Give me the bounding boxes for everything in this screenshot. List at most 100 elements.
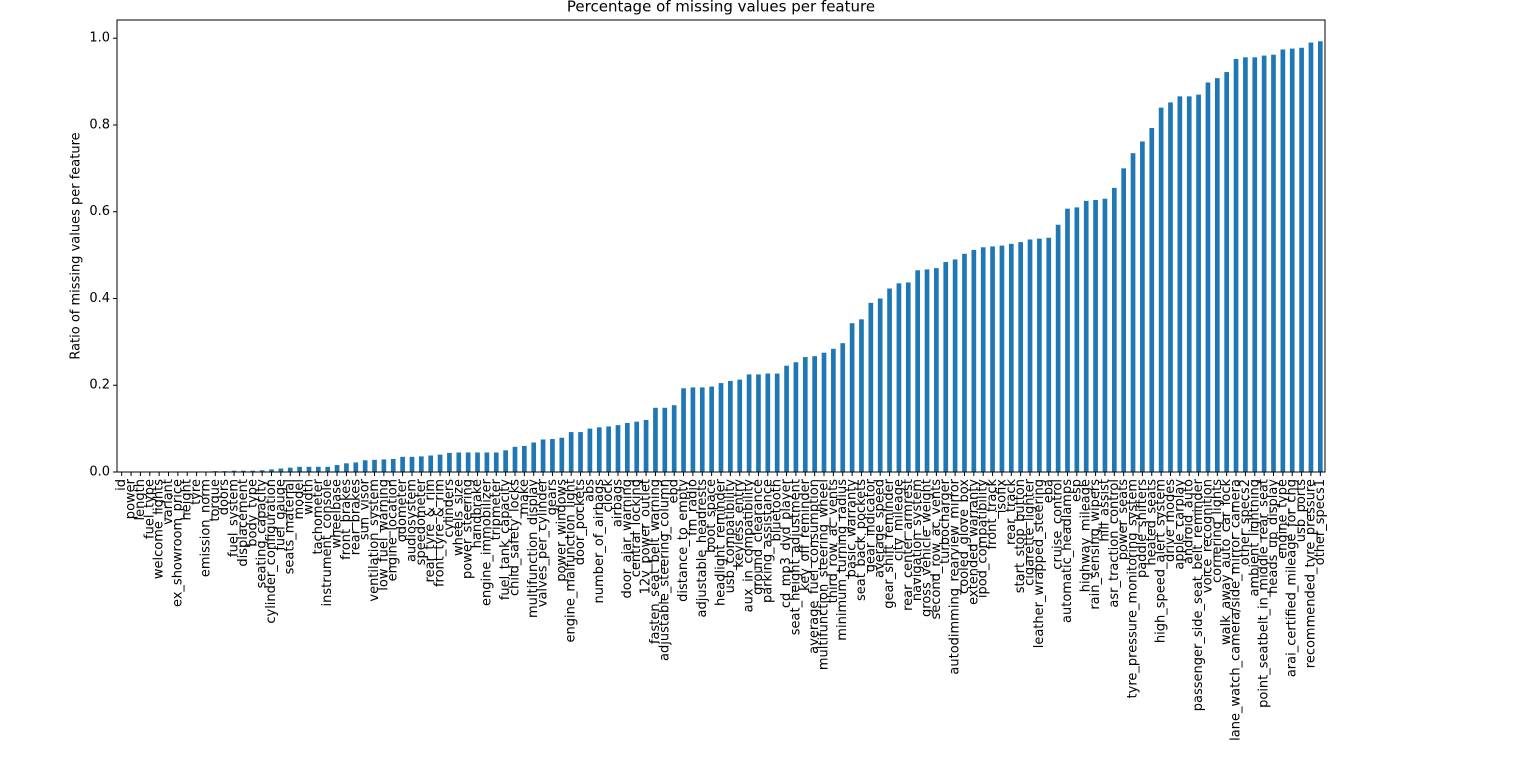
x-tick-label: navigation_system <box>910 479 925 601</box>
x-tick-label: body_type <box>245 479 260 547</box>
y-tick-label: 0.8 <box>89 117 110 132</box>
x-tick-label: gear_shift_reminder <box>882 478 897 608</box>
bar <box>887 288 892 472</box>
x-tick-label: heated_seats <box>1144 479 1159 566</box>
x-tick-label: autodimming_rearview_mirror <box>948 478 963 674</box>
y-axis-label: Ratio of missing values per feature <box>69 132 84 359</box>
x-tick-label: gear_indicator <box>863 478 878 572</box>
bar <box>306 466 312 472</box>
bar <box>877 298 883 472</box>
x-tick-label: handbrake <box>470 479 485 548</box>
y-tick-label: 0.0 <box>89 465 110 480</box>
x-tick-label: ventilation_system <box>367 479 382 602</box>
bar <box>475 452 480 472</box>
bar <box>625 422 630 472</box>
bar <box>540 439 546 472</box>
x-tick-label: parking_assistance <box>760 479 775 603</box>
chart-title: Percentage of missing values per feature <box>567 0 875 16</box>
bar <box>943 262 949 472</box>
x-tick-label: passenger_side_seat_belt_reminder <box>1191 478 1206 711</box>
bar <box>1037 238 1042 472</box>
bar <box>334 465 340 472</box>
x-tick-label: speedometer <box>414 478 429 565</box>
bar <box>1299 47 1304 473</box>
x-tick-label: engine_location <box>386 479 401 581</box>
bar <box>765 373 771 472</box>
x-tick-label: lane_watch_camera/side_mirror_camera <box>1229 479 1244 741</box>
x-tick-label: fm_radio <box>685 479 700 536</box>
bar <box>1280 49 1286 472</box>
x-tick-label: rear_track <box>1004 479 1019 545</box>
bar <box>1046 237 1052 472</box>
x-tick-label: tachometer <box>311 478 326 554</box>
x-tick-label: fuel_system <box>227 479 242 557</box>
bar <box>728 380 733 472</box>
x-tick-label: heads_up_display <box>1266 479 1281 594</box>
x-tick-label: key_off_reminder <box>798 478 813 590</box>
x-tick-label: voice_recognition <box>1200 479 1215 593</box>
x-tick-label: engine_malfunction_light <box>564 479 579 643</box>
bar <box>681 388 686 472</box>
bar <box>1102 198 1108 473</box>
x-tick-label: seat_height_adjustment <box>788 479 803 635</box>
x-tick-label: number_of_airbags <box>592 479 607 604</box>
x-tick-label: cruise_control <box>1051 479 1066 570</box>
x-tick-label: adjustable_headrests <box>695 479 710 618</box>
bar <box>231 470 237 472</box>
x-tick-label: multifunction_display <box>526 479 541 618</box>
bar <box>812 356 817 472</box>
x-tick-label: usb_compatibility <box>723 479 738 594</box>
x-tick-label: width <box>301 479 316 515</box>
x-tick-label: asr_traction_control <box>1107 479 1122 608</box>
bar <box>428 455 434 472</box>
bar <box>1224 72 1230 472</box>
bar <box>1177 96 1183 472</box>
x-tick-label: audiosystem <box>404 479 419 562</box>
x-tick-label: ex_showroom_price <box>170 479 185 607</box>
x-tick-label: doors <box>217 479 232 516</box>
bar <box>503 450 508 472</box>
bar <box>241 470 246 472</box>
x-tick-label: door_ajar_warning <box>620 479 635 598</box>
x-tick-label: isofix <box>994 479 1009 514</box>
bar <box>531 442 537 472</box>
x-tick-label: variant <box>161 479 176 525</box>
bar <box>802 357 808 472</box>
x-tick-label: walk_away_auto_car_lock <box>1219 479 1234 645</box>
x-tick-label: seat_back_pockets <box>854 479 869 601</box>
bar <box>849 323 855 472</box>
bar <box>774 373 780 472</box>
bar <box>512 446 518 472</box>
x-tick-label: ipod_compatibility <box>976 479 991 598</box>
bar <box>550 439 555 472</box>
bar <box>859 319 864 472</box>
bar <box>1158 107 1164 472</box>
x-tick-label: 12v_power_outlet <box>639 479 654 594</box>
bar <box>952 259 958 472</box>
bar <box>990 246 995 472</box>
bar <box>1065 208 1070 472</box>
x-tick-label: cd_mp3_dvd_player <box>779 478 794 608</box>
bar <box>840 343 846 472</box>
x-tick-label: rear_brakes <box>348 479 363 555</box>
bar <box>615 425 621 472</box>
x-tick-label: odometer <box>395 478 410 542</box>
bar <box>821 352 827 472</box>
bar <box>297 466 302 472</box>
x-tick-label: engine_type <box>1275 479 1290 559</box>
x-tick-label: displacement <box>236 479 251 567</box>
x-tick-label: engine_immobilizer <box>479 478 494 606</box>
x-tick-label: rain_sensing_wipers <box>1088 479 1103 610</box>
x-tick-label: headlight_reminder <box>714 478 729 606</box>
x-tick-label: seats_material <box>283 479 298 574</box>
x-tick-label: other_specs2 <box>1238 479 1253 565</box>
bar <box>259 470 265 472</box>
x-tick-label: central_locking <box>629 479 644 577</box>
bar <box>1271 54 1276 473</box>
bar <box>381 459 387 472</box>
x-tick-label: esp <box>1069 479 1084 502</box>
x-tick-label: average_speed <box>873 479 888 578</box>
bar <box>793 362 799 472</box>
x-tick-label: valves_per_cylinder <box>536 478 551 607</box>
